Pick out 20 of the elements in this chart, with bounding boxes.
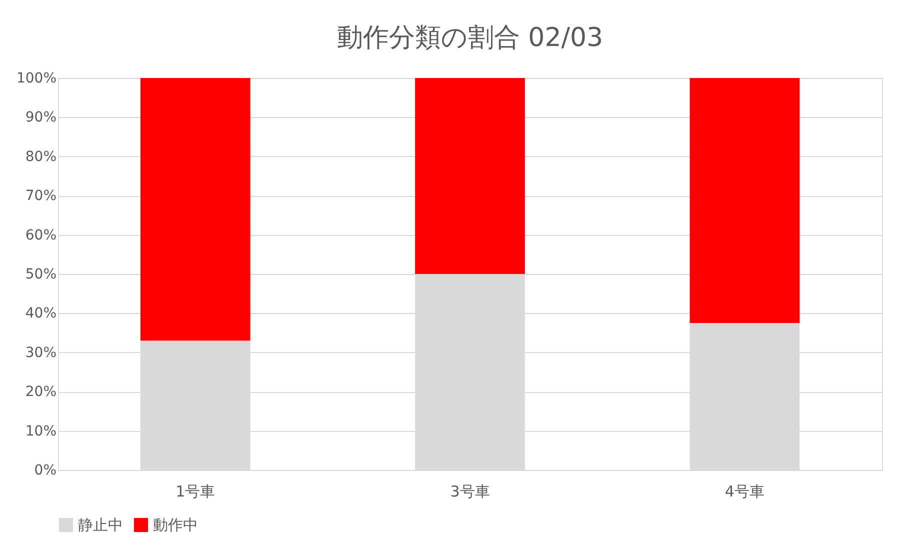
x-tick-label: 1号車 — [176, 482, 216, 500]
y-tick-label: 30% — [25, 344, 56, 361]
legend-label: 動作中 — [153, 516, 198, 534]
bar — [690, 78, 800, 323]
y-tick-label: 80% — [25, 148, 56, 165]
x-tick-label: 3号車 — [450, 482, 490, 500]
bar — [140, 78, 250, 341]
y-tick-label: 0% — [34, 462, 56, 478]
y-tick-label: 90% — [25, 110, 56, 126]
y-tick-label: 20% — [25, 384, 56, 400]
y-tick-label: 100% — [16, 70, 56, 86]
y-tick-label: 10% — [25, 423, 56, 440]
y-tick-label: 50% — [25, 266, 56, 282]
bar — [415, 78, 525, 274]
y-tick-label: 40% — [25, 306, 56, 322]
legend-label: 静止中 — [78, 516, 123, 534]
y-tick-label: 70% — [25, 188, 56, 204]
x-tick-label: 4号車 — [724, 482, 764, 500]
chart-title: 動作分類の割合 02/03 — [336, 23, 604, 53]
y-tick-label: 60% — [25, 227, 56, 244]
